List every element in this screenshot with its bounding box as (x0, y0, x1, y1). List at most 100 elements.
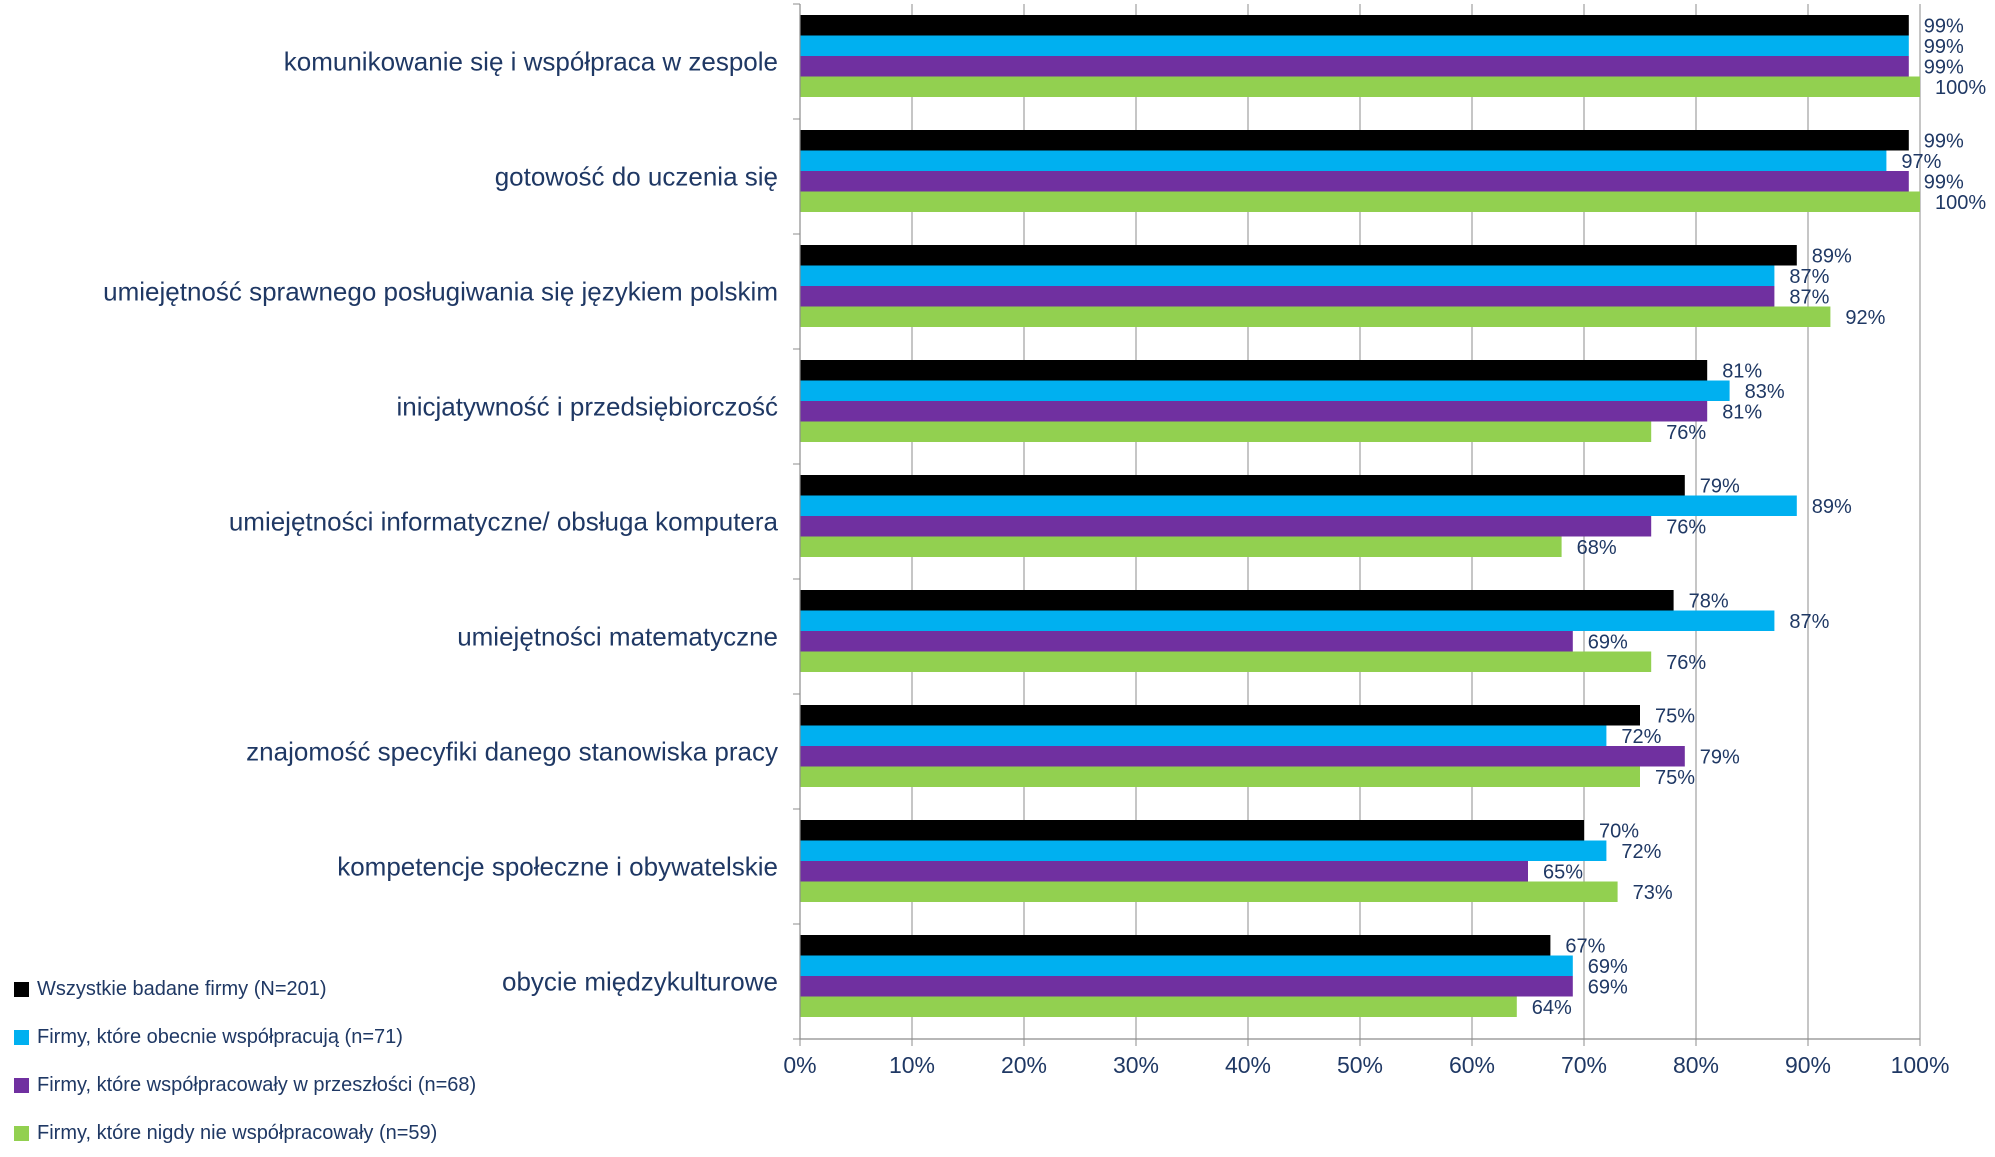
data-label: 89% (1812, 245, 1852, 267)
legend-label: Firmy, które obecnie współpracują (n=71) (37, 1025, 403, 1048)
data-label: 64% (1532, 997, 1572, 1019)
x-tick-label: 100% (1891, 1052, 1950, 1078)
legend-item: Firmy, które współpracowały w przeszłośc… (14, 1061, 476, 1109)
bar (800, 191, 1920, 212)
x-tick-labels: 0% 10% 20% 30% 40% 50% 60% 70% 80% 90% 100% (783, 1052, 1949, 1078)
category-label: komunikowanie się i współpraca w zespole (284, 47, 778, 77)
bar (800, 245, 1797, 266)
data-label: 81% (1722, 360, 1762, 382)
data-label: 100% (1935, 77, 1986, 99)
data-label: 69% (1588, 976, 1628, 998)
legend-swatch (14, 1077, 29, 1093)
data-label: 87% (1789, 611, 1829, 633)
data-label: 79% (1700, 475, 1740, 497)
bar (800, 56, 1909, 77)
bar (800, 820, 1584, 841)
bar (800, 401, 1708, 422)
category-label: kompetencje społeczne i obywatelskie (337, 852, 778, 882)
bar (800, 35, 1909, 56)
bar (800, 475, 1685, 496)
x-tick-label: 20% (1001, 1052, 1047, 1078)
x-tick-label: 80% (1673, 1052, 1719, 1078)
x-tick-label: 50% (1337, 1052, 1383, 1078)
bar (800, 516, 1652, 537)
x-tick-label: 30% (1113, 1052, 1159, 1078)
data-label: 97% (1901, 151, 1941, 173)
legend-swatch (14, 1029, 29, 1045)
bar (800, 705, 1640, 726)
category-label: inicjatywność i przedsiębiorczość (397, 392, 778, 422)
bar (800, 955, 1573, 976)
legend-item: Wszystkie badane firmy (N=201) (14, 965, 476, 1013)
legend-label: Firmy, które współpracowały w przeszłośc… (37, 1073, 477, 1096)
data-label: 73% (1633, 882, 1673, 904)
legend: Wszystkie badane firmy (N=201) Firmy, kt… (14, 965, 476, 1157)
data-label: 72% (1621, 726, 1661, 748)
bar (800, 76, 1920, 97)
bar (800, 171, 1909, 192)
bar (800, 725, 1607, 746)
bar-chart: komunikowanie się i współpraca w zespole… (103, 3, 1987, 1078)
data-label: 67% (1565, 935, 1605, 957)
bar (800, 590, 1674, 611)
bar (800, 15, 1909, 36)
legend-label: Wszystkie badane firmy (N=201) (37, 977, 327, 1000)
data-label: 70% (1599, 820, 1639, 842)
bar (800, 421, 1652, 442)
bar (800, 861, 1528, 882)
category-label: znajomość specyfiki danego stanowiska pr… (246, 737, 778, 767)
bar (800, 360, 1708, 381)
bar (800, 976, 1573, 997)
bar (800, 495, 1797, 516)
axes (793, 3, 1921, 1046)
legend-item: Firmy, które obecnie współpracują (n=71) (14, 1013, 476, 1061)
legend-swatch (14, 981, 29, 997)
bar (800, 631, 1573, 652)
data-label: 83% (1745, 381, 1785, 403)
bar (800, 840, 1607, 861)
category-label: umiejętność sprawnego posługiwania się j… (103, 277, 778, 307)
data-label: 76% (1666, 516, 1706, 538)
category-label: umiejętności informatyczne/ obsługa komp… (229, 507, 779, 537)
x-tick-label: 90% (1785, 1052, 1831, 1078)
bars (800, 15, 1920, 1017)
data-label: 65% (1543, 861, 1583, 883)
x-tick-label: 0% (783, 1052, 816, 1078)
data-label: 69% (1588, 631, 1628, 653)
data-label: 100% (1935, 192, 1986, 214)
legend-label: Firmy, które nigdy nie współpracowały (n… (37, 1121, 438, 1144)
value-labels: 99%99%89%81%79%78%75%70%67%99%97%87%83%8… (1532, 15, 1987, 1019)
x-tick-label: 70% (1561, 1052, 1607, 1078)
data-label: 72% (1621, 841, 1661, 863)
data-label: 99% (1924, 130, 1964, 152)
data-label: 99% (1924, 36, 1964, 58)
data-label: 92% (1845, 307, 1885, 329)
bar (800, 935, 1551, 956)
x-tick-label: 40% (1225, 1052, 1271, 1078)
category-labels: komunikowanie się i współpraca w zespole… (103, 47, 778, 997)
x-tick-label: 60% (1449, 1052, 1495, 1078)
data-label: 78% (1689, 590, 1729, 612)
data-label: 68% (1577, 537, 1617, 559)
data-label: 99% (1924, 56, 1964, 78)
category-label: obycie międzykulturowe (502, 967, 778, 997)
data-label: 81% (1722, 401, 1762, 423)
data-label: 87% (1789, 266, 1829, 288)
legend-swatch (14, 1125, 29, 1141)
bar (800, 651, 1652, 672)
data-label: 99% (1924, 171, 1964, 193)
data-label: 99% (1924, 15, 1964, 37)
legend-item: Firmy, które nigdy nie współpracowały (n… (14, 1109, 476, 1157)
bar (800, 306, 1831, 327)
data-label: 89% (1812, 496, 1852, 518)
bar (800, 610, 1775, 631)
bar (800, 380, 1730, 401)
category-label: gotowość do uczenia się (495, 162, 778, 192)
data-label: 87% (1789, 286, 1829, 308)
data-label: 69% (1588, 956, 1628, 978)
bar (800, 286, 1775, 307)
bar (800, 746, 1685, 767)
data-label: 75% (1655, 705, 1695, 727)
bar (800, 265, 1775, 286)
data-label: 76% (1666, 422, 1706, 444)
